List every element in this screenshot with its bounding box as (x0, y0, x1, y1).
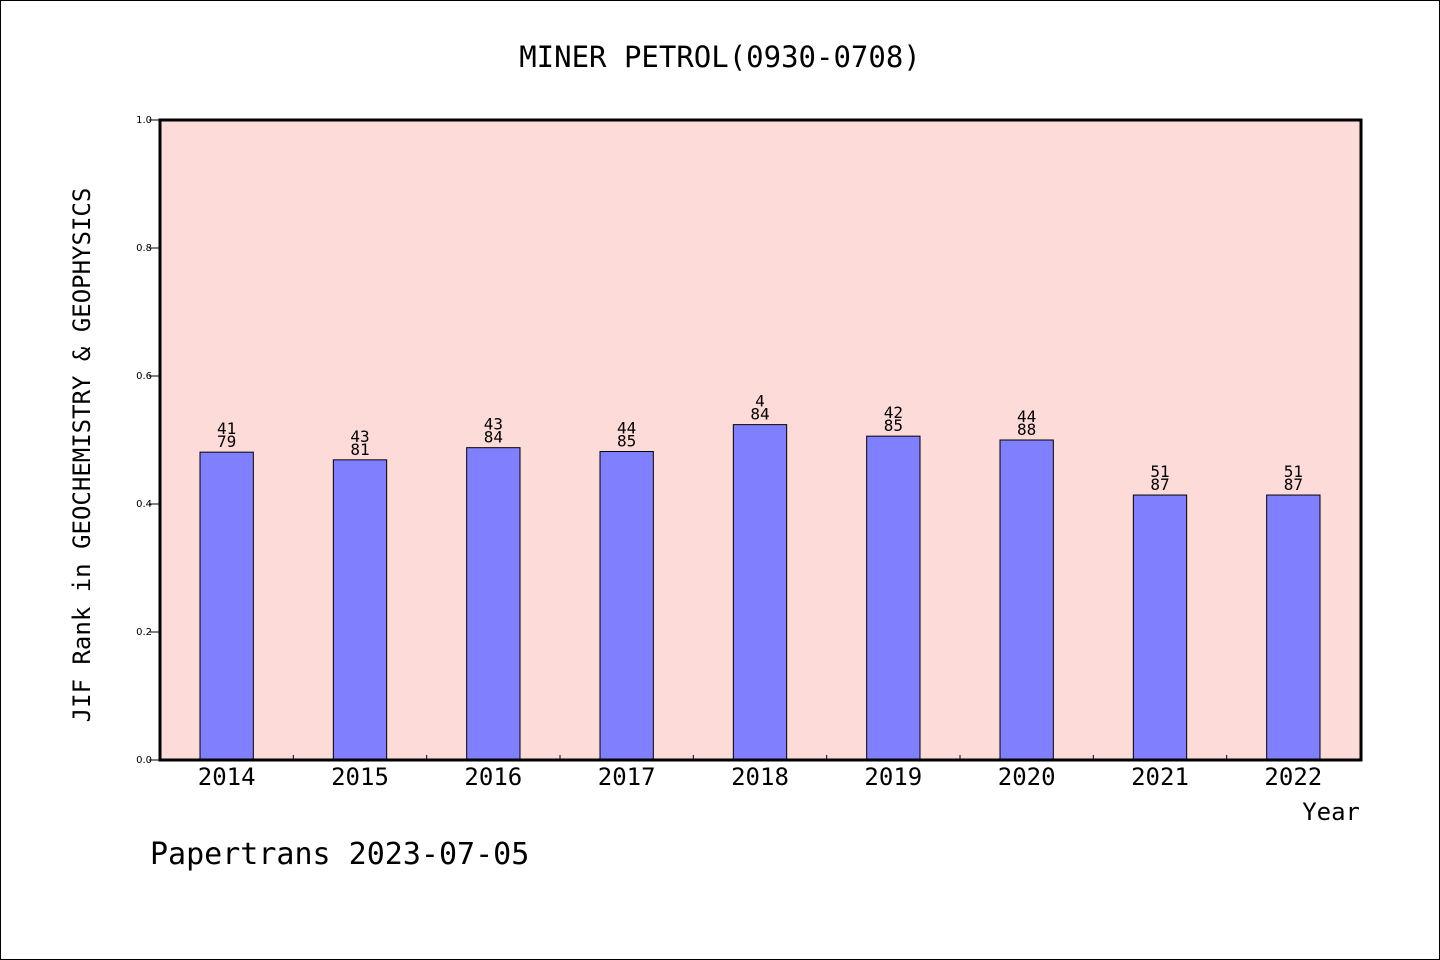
y-tick-label: 0.2 (136, 627, 152, 638)
y-axis: 0.0 0.2 0.4 0.6 0.8 1.0 (136, 115, 160, 766)
x-tick-label-2018: 2018 (731, 763, 789, 791)
bar-rank-label-2014: 41 (217, 419, 236, 438)
bar-2022 (1266, 494, 1321, 761)
y-tick-label: 0.4 (136, 499, 152, 510)
bar-rank-label-2015: 43 (350, 427, 369, 446)
bar-2014 (199, 451, 254, 761)
bar-total-label-2014: 79 (217, 432, 236, 451)
bar-total-label-2017: 85 (617, 432, 636, 451)
plot-border (158, 118, 1363, 762)
y-tick-label: 0.0 (136, 755, 152, 766)
bar-total-label-2022: 87 (1284, 475, 1303, 494)
bar-total-label-2016: 84 (484, 428, 503, 447)
bar-total-label-2021: 87 (1150, 475, 1169, 494)
bar-rank-label-2017: 44 (617, 419, 636, 438)
y-axis-label: JIF Rank in GEOCHEMISTRY & GEOPHYSICS (68, 188, 96, 723)
x-tick-label-2020: 2020 (998, 763, 1056, 791)
x-tick-label-2021: 2021 (1131, 763, 1189, 791)
x-tick-label-2016: 2016 (464, 763, 522, 791)
bar-rank-label-2022: 51 (1284, 462, 1303, 481)
x-tick-label-2022: 2022 (1264, 763, 1322, 791)
bar-total-label-2018: 84 (750, 405, 769, 424)
y-tick-label: 0.8 (136, 243, 152, 254)
x-tick-label-2019: 2019 (864, 763, 922, 791)
bar-rank-label-2020: 44 (1017, 407, 1036, 426)
y-tick-label: 1.0 (136, 115, 152, 126)
x-tick-label-2017: 2017 (598, 763, 656, 791)
bar-2016 (466, 447, 521, 761)
bars-layer (199, 424, 1321, 761)
y-tick-label: 0.6 (136, 371, 152, 382)
bar-2018 (732, 424, 788, 761)
bar-total-label-2019: 85 (884, 416, 903, 435)
bar-rank-label-2018: 4 (755, 392, 765, 411)
bar-total-label-2015: 81 (350, 440, 369, 459)
bar-2020 (999, 439, 1054, 761)
bar-rank-label-2021: 51 (1150, 462, 1169, 481)
chart-title: MINER PETROL(0930-0708) (519, 40, 921, 74)
bar-rank-label-2019: 42 (884, 403, 903, 422)
x-tick-label-2015: 2015 (331, 763, 389, 791)
bar-2017 (599, 451, 654, 761)
bar-2015 (332, 459, 388, 761)
x-axis-label: Year (1302, 798, 1360, 826)
bar-2019 (866, 435, 921, 761)
watermark-text: Papertrans 2023-07-05 (150, 837, 529, 872)
x-axis: 2014 2015 2016 2017 2018 2019 2020 2021 2022 (198, 755, 1322, 791)
x-tick-label-2014: 2014 (198, 763, 256, 791)
bar-2021 (1132, 494, 1188, 761)
bar-rank-label-2016: 43 (484, 415, 503, 434)
bar-total-label-2020: 88 (1017, 420, 1036, 439)
